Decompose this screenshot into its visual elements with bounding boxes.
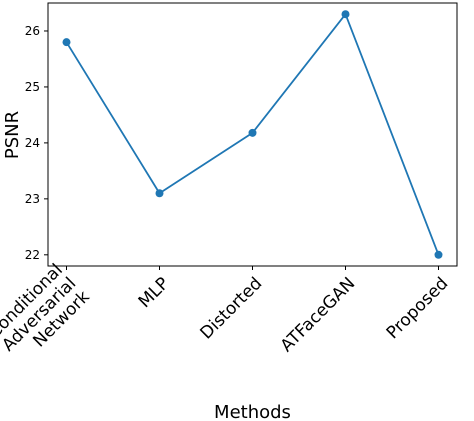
x-tick-label-line: Distorted bbox=[197, 274, 267, 344]
data-point bbox=[62, 38, 71, 47]
y-tick-label: 26 bbox=[25, 24, 40, 38]
y-axis: 22 23 24 25 26 bbox=[25, 24, 48, 262]
series-layer bbox=[62, 10, 443, 259]
x-tick-label: MLP bbox=[135, 274, 173, 312]
x-tick-label: ATFaceGAN bbox=[277, 274, 359, 356]
x-tick-label-line: ATFaceGAN bbox=[277, 274, 359, 356]
data-point bbox=[155, 189, 164, 198]
data-point bbox=[434, 250, 443, 259]
x-tick-label: Distorted bbox=[197, 274, 267, 344]
x-tick-label-line: MLP bbox=[135, 274, 173, 312]
y-tick-label: 23 bbox=[25, 192, 40, 206]
y-tick-label: 25 bbox=[25, 80, 40, 94]
data-point bbox=[341, 10, 350, 19]
x-axis-label: Methods bbox=[214, 402, 291, 421]
y-axis-label: PSNR bbox=[2, 111, 23, 159]
data-point bbox=[248, 128, 257, 137]
x-tick-label: Proposed bbox=[383, 274, 452, 343]
y-tick-label: 24 bbox=[25, 136, 40, 150]
x-tick-label-line: Proposed bbox=[383, 274, 452, 343]
y-tick-label: 22 bbox=[25, 248, 40, 262]
